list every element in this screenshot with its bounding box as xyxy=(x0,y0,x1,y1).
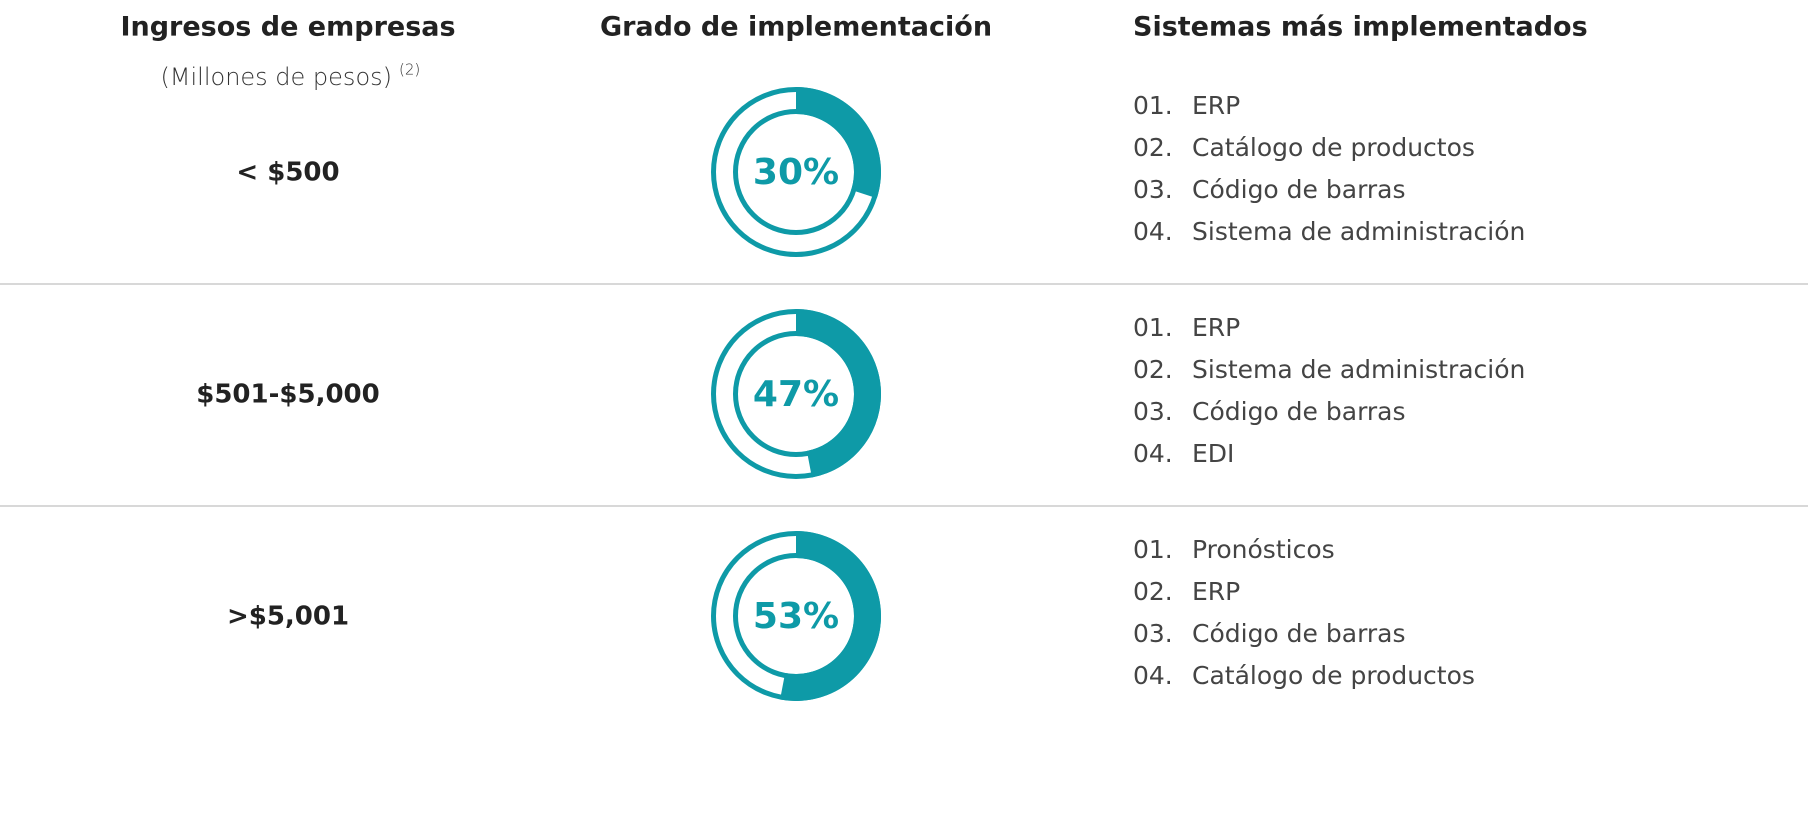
system-rank: 01. xyxy=(1133,91,1173,120)
system-rank: 02. xyxy=(1133,133,1173,162)
income-unit: (Millones de pesos) xyxy=(160,63,392,91)
system-name: Código de barras xyxy=(1192,397,1406,426)
systems-header: Sistemas más implementados xyxy=(1133,12,1588,43)
income-label: >$5,001 xyxy=(227,602,349,632)
degree-header: Grado de implementación xyxy=(600,12,992,43)
income-note: (2) xyxy=(399,61,420,79)
system-rank: 01. xyxy=(1133,535,1173,564)
income-header: Ingresos de empresas xyxy=(120,12,455,43)
gauge-arc xyxy=(796,87,881,199)
system-name: Sistema de administración xyxy=(1192,217,1525,246)
system-name: Código de barras xyxy=(1192,175,1406,204)
system-name: EDI xyxy=(1192,439,1234,468)
gauge-arc xyxy=(780,531,881,702)
income-label: < $500 xyxy=(236,158,339,188)
system-rank: 03. xyxy=(1133,175,1173,204)
gauge-label: 53% xyxy=(753,596,839,637)
system-rank: 02. xyxy=(1133,577,1173,606)
system-rank: 03. xyxy=(1133,619,1173,648)
system-name: ERP xyxy=(1192,91,1240,120)
system-name: Sistema de administración xyxy=(1192,355,1525,384)
system-rank: 02. xyxy=(1133,355,1173,384)
system-rank: 04. xyxy=(1133,439,1173,468)
gauge-arc xyxy=(796,309,881,478)
system-name: Catálogo de productos xyxy=(1192,133,1475,162)
system-rank: 04. xyxy=(1133,661,1173,690)
gauge-label: 30% xyxy=(753,152,839,193)
system-name: ERP xyxy=(1192,577,1240,606)
system-name: Catálogo de productos xyxy=(1192,661,1475,690)
system-name: ERP xyxy=(1192,313,1240,342)
system-name: Código de barras xyxy=(1192,619,1406,648)
system-rank: 04. xyxy=(1133,217,1173,246)
income-label: $501-$5,000 xyxy=(196,380,380,410)
system-name: Pronósticos xyxy=(1192,535,1335,564)
system-rank: 01. xyxy=(1133,313,1173,342)
system-rank: 03. xyxy=(1133,397,1173,426)
gauge-label: 47% xyxy=(753,374,839,415)
